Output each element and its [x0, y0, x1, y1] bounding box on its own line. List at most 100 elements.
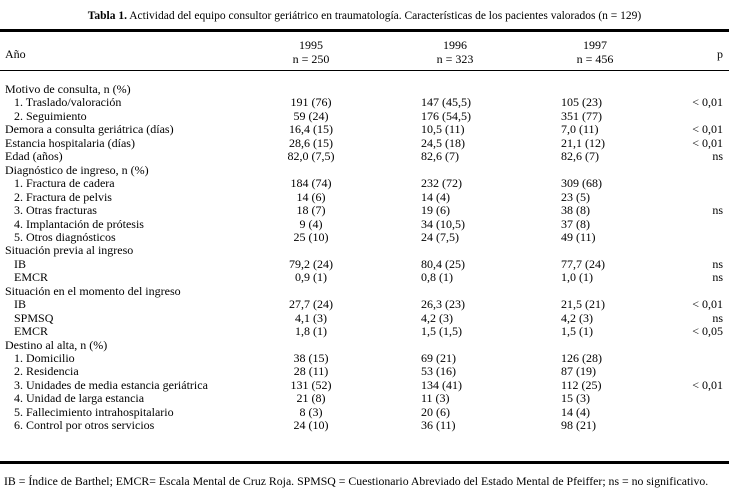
- table-number: Tabla 1.: [87, 10, 127, 22]
- value-1997: 77,7 (24): [561, 256, 605, 271]
- value-1996: 1,5 (1,5): [421, 324, 462, 339]
- header-1997: 1997 n = 456: [576, 38, 614, 66]
- value-1996: 20 (6): [421, 404, 450, 419]
- value-1995: 131 (52): [290, 377, 332, 392]
- value-1996: 232 (72): [421, 176, 462, 191]
- row-label: EMCR: [14, 270, 49, 285]
- value-1997: 38 (8): [561, 203, 590, 218]
- header-1996: 1996 n = 323: [436, 38, 474, 66]
- value-1996: 10,5 (11): [421, 122, 465, 137]
- value-1997: 1,5 (1): [561, 324, 593, 339]
- value-1996: 80,4 (25): [421, 256, 465, 271]
- value-1995: 18 (7): [296, 203, 326, 218]
- table-row: 6. Control por otros servicios 24 (10) 36 …: [0, 418, 729, 432]
- row-label: Edad (años): [5, 149, 63, 164]
- table-row: 2. Fractura de pelvis 14 (6) 14 (4) 23 (5): [0, 190, 729, 204]
- p-value: < 0,05: [692, 324, 723, 339]
- value-1996: 26,3 (23): [421, 297, 465, 312]
- row-label: 5. Otros diagnósticos: [14, 229, 116, 244]
- table-caption: Actividad del equipo consultor geriátric…: [129, 10, 642, 22]
- row-label: 1. Domicilio: [14, 351, 75, 365]
- table-row: IB 27,7 (24) 26,3 (23) 21,5 (21) < 0,01: [0, 297, 729, 311]
- value-1997: 4,2 (3): [561, 310, 593, 325]
- table-row: Motivo de consulta, n (%): [0, 82, 729, 96]
- row-label: Demora a consulta geriátrica (días): [5, 122, 174, 137]
- value-1997: 23 (5): [561, 189, 590, 204]
- p-value: < 0,01: [692, 122, 723, 137]
- value-1995: 38 (15): [293, 351, 329, 365]
- value-1996: 34 (10,5): [421, 216, 465, 231]
- value-1997: 126 (28): [561, 351, 602, 365]
- footnote: IB = Índice de Barthel; EMCR= Escala Men…: [4, 474, 709, 488]
- value-1996: 69 (21): [421, 351, 456, 365]
- row-label: 2. Fractura de pelvis: [14, 189, 112, 204]
- value-1995: 27,7 (24): [289, 297, 333, 312]
- value-1997: 21,5 (21): [561, 297, 605, 312]
- p-value: < 0,01: [692, 95, 723, 110]
- row-label: Diagnóstico de ingreso, n (%): [5, 162, 149, 177]
- value-1995: 25 (10): [293, 229, 329, 244]
- value-1997: 309 (68): [561, 176, 602, 191]
- value-1996: 82,6 (7): [421, 149, 459, 164]
- value-1995: 9 (4): [299, 216, 323, 231]
- row-label: 1. Traslado/valoración: [14, 95, 122, 110]
- value-1996: 176 (54,5): [421, 108, 471, 123]
- row-label: 2. Residencia: [14, 364, 79, 379]
- value-1997: 7,0 (11): [561, 122, 599, 137]
- value-1996: 53 (16): [421, 364, 456, 379]
- row-label: Motivo de consulta, n (%): [5, 82, 131, 96]
- row-label: 5. Fallecimiento intrahospitalario: [14, 404, 174, 419]
- row-label: 3. Unidades de media estancia geriátrica: [14, 377, 208, 392]
- p-value: ns: [712, 203, 723, 218]
- value-1996: 0,8 (1): [421, 270, 453, 285]
- value-1996: 147 (45,5): [421, 95, 471, 110]
- value-1996: 19 (6): [421, 203, 450, 218]
- value-1995: 14 (6): [296, 189, 326, 204]
- p-value: < 0,01: [692, 377, 723, 392]
- value-1997: 15 (3): [561, 391, 590, 406]
- p-value: ns: [712, 149, 723, 164]
- value-1996: 134 (41): [421, 377, 462, 392]
- row-label: 6. Control por otros servicios: [14, 418, 155, 433]
- value-1996: 36 (11): [421, 418, 456, 433]
- table-row: 3. Otras fracturas 18 (7) 19 (6) 38 (8) ns: [0, 203, 729, 217]
- value-1997: 87 (19): [561, 364, 596, 379]
- table-row: Edad (años) 82,0 (7,5) 82,6 (7) 82,6 (7) ns: [0, 149, 729, 163]
- row-label: IB: [14, 256, 26, 271]
- table-row: 3. Unidades de media estancia geriátrica…: [0, 378, 729, 392]
- value-1997: 82,6 (7): [561, 149, 599, 164]
- value-1997: 112 (25): [561, 377, 602, 392]
- row-label: Destino al alta, n (%): [5, 337, 108, 352]
- table-row: IB 79,2 (24) 80,4 (25) 77,7 (24) ns: [0, 257, 729, 271]
- value-1996: 11 (3): [421, 391, 450, 406]
- table-row: Estancia hospitalaria (días) 28,6 (15) 24,…: [0, 136, 729, 150]
- p-value: < 0,01: [692, 135, 723, 150]
- row-label: Situación previa al ingreso: [5, 243, 134, 258]
- top-rule: [0, 29, 729, 32]
- value-1996: 24,5 (18): [421, 135, 465, 150]
- table-row: SPMSQ 4,1 (3) 4,2 (3) 4,2 (3) ns: [0, 311, 729, 325]
- p-value: < 0,01: [692, 297, 723, 312]
- value-1995: 4,1 (3): [295, 310, 327, 325]
- value-1995: 8 (3): [299, 404, 323, 419]
- table-row: 5. Otros diagnósticos 25 (10) 24 (7,5) 49 (…: [0, 230, 729, 244]
- value-1997: 105 (23): [561, 95, 602, 110]
- row-label: IB: [14, 297, 26, 312]
- table-row: 2. Residencia 28 (11) 53 (16) 87 (19): [0, 364, 729, 378]
- table-row: 5. Fallecimiento intrahospitalario 8 (3) 2…: [0, 405, 729, 419]
- row-label: 2. Seguimiento: [14, 108, 87, 123]
- p-value: ns: [712, 310, 723, 325]
- header-1995: 1995 n = 250: [292, 38, 330, 66]
- table-row: 4. Implantación de prótesis 9 (4) 34 (10,5…: [0, 217, 729, 231]
- bottom-rule: [0, 461, 729, 464]
- value-1997: 37 (8): [561, 216, 590, 231]
- table-row: Demora a consulta geriátrica (días) 16,4 …: [0, 122, 729, 136]
- row-label: 1. Fractura de cadera: [14, 176, 115, 191]
- value-1997: 1,0 (1): [561, 270, 593, 285]
- value-1997: 351 (77): [561, 108, 602, 123]
- value-1997: 49 (11): [561, 229, 596, 244]
- header-rule: [0, 70, 729, 71]
- row-label: Estancia hospitalaria (días): [5, 135, 135, 150]
- header-year-label: Año: [5, 47, 26, 61]
- row-label: 3. Otras fracturas: [14, 203, 97, 218]
